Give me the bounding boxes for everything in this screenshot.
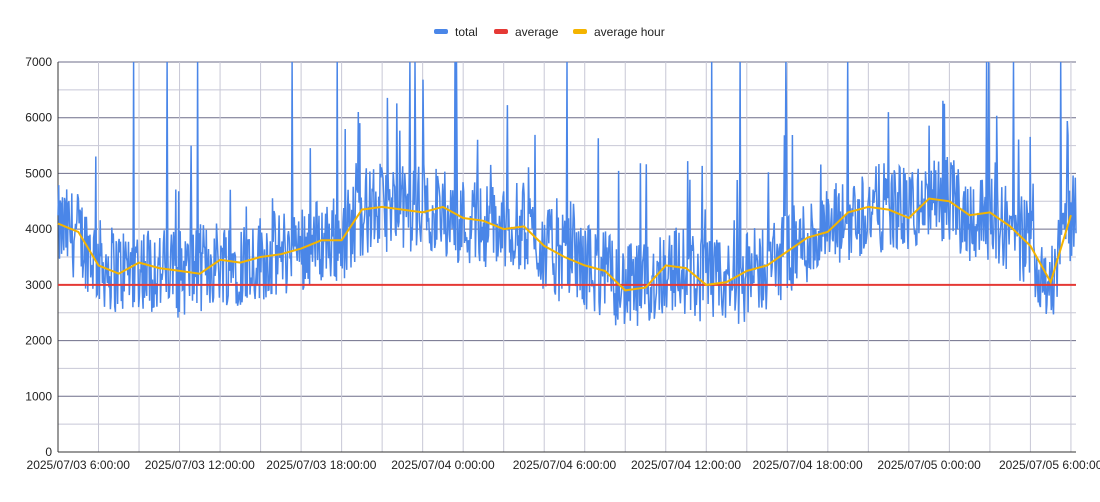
legend-swatch-average — [494, 29, 508, 34]
legend-entry-average-hour[interactable]: average hour — [573, 25, 665, 39]
legend-swatch-total — [434, 29, 448, 34]
x-tick-label: 2025/07/03 12:00:00 — [145, 458, 255, 472]
series-total-line — [58, 62, 1076, 326]
legend-label-total: total — [455, 25, 478, 39]
legend-entry-average[interactable]: average — [494, 25, 559, 39]
x-tick-label: 2025/07/05 6:00:00 — [999, 458, 1100, 472]
series-layer — [58, 62, 1076, 326]
legend-label-average-hour: average hour — [594, 25, 665, 39]
y-axis: 0 1000 2000 3000 4000 5000 6000 7000 — [25, 55, 52, 459]
x-tick-label: 2025/07/04 18:00:00 — [753, 458, 863, 472]
y-tick-label: 1000 — [25, 389, 52, 403]
legend-entry-total[interactable]: total — [434, 25, 478, 39]
x-tick-label: 2025/07/05 0:00:00 — [877, 458, 981, 472]
x-tick-label: 2025/07/03 18:00:00 — [266, 458, 376, 472]
y-tick-label: 2000 — [25, 334, 52, 348]
y-tick-label: 0 — [45, 445, 52, 459]
y-tick-label: 7000 — [25, 55, 52, 69]
x-tick-label: 2025/07/04 0:00:00 — [391, 458, 495, 472]
legend-label-average: average — [515, 25, 559, 39]
x-tick-label: 2025/07/04 6:00:00 — [513, 458, 617, 472]
x-tick-label: 2025/07/04 12:00:00 — [631, 458, 741, 472]
y-tick-label: 5000 — [25, 166, 52, 180]
y-tick-label: 3000 — [25, 278, 52, 292]
y-tick-label: 6000 — [25, 111, 52, 125]
x-axis: 2025/07/03 6:00:00 2025/07/03 12:00:00 202… — [27, 458, 1100, 472]
y-tick-label: 4000 — [25, 222, 52, 236]
chart-legend: total average average hour — [434, 25, 665, 39]
legend-swatch-average-hour — [573, 29, 587, 34]
x-tick-label: 2025/07/03 6:00:00 — [27, 458, 131, 472]
